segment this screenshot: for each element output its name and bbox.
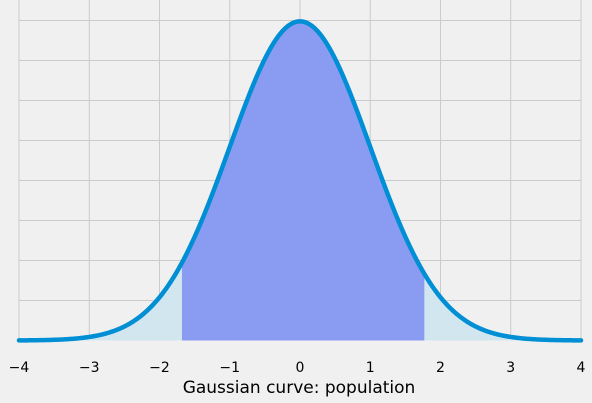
gaussian-curve-line — [16, 19, 584, 343]
x-tick-label: 3 — [506, 360, 515, 376]
x-tick-label: −4 — [9, 360, 30, 376]
x-axis-title: Gaussian curve: population — [183, 378, 416, 398]
highlighted-region-area — [181, 21, 425, 341]
x-tick-label: 4 — [577, 360, 586, 376]
x-tick-label: 1 — [366, 360, 375, 376]
x-tick-label: −3 — [79, 360, 100, 376]
x-tick-label: −1 — [219, 360, 240, 376]
x-tick-label: 2 — [436, 360, 445, 376]
x-tick-label: 0 — [296, 360, 305, 376]
x-tick-label: −2 — [149, 360, 170, 376]
x-tick-labels: −4 −3 −2 −1 0 1 2 3 4 — [9, 360, 586, 376]
